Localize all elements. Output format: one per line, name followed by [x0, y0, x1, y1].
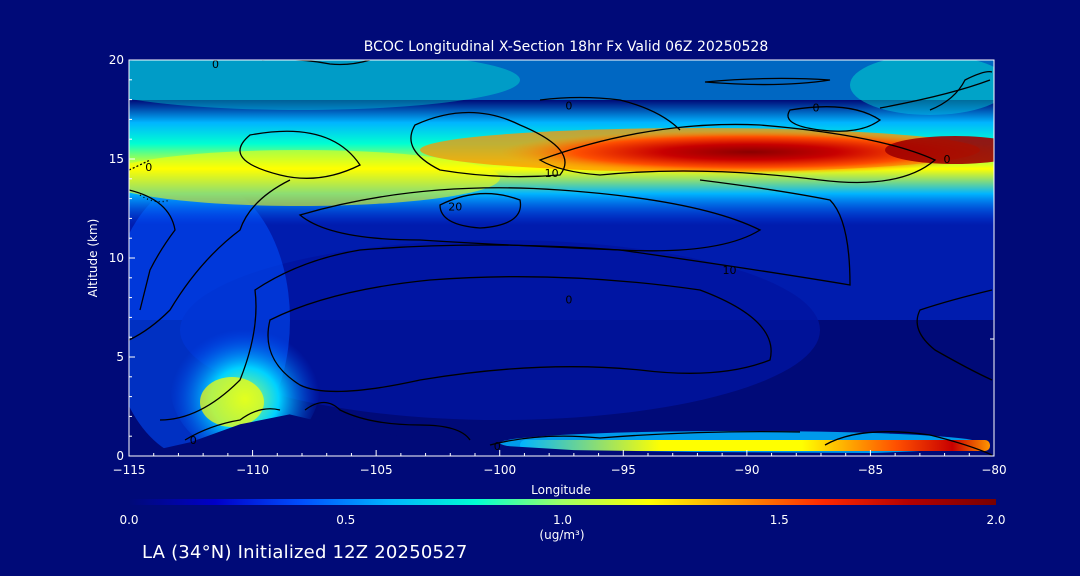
- contour-label-0: 0: [212, 58, 219, 71]
- contour-0-ne: [929, 71, 993, 111]
- upper-layer-core-east: [885, 136, 994, 164]
- contour-0-west-edge: [129, 159, 151, 171]
- x-tick-label-6: −85: [858, 463, 883, 477]
- colorbar-tick-label-0: 0.0: [119, 513, 138, 527]
- y-tick-label-3: 15: [109, 152, 124, 166]
- contour-dotted-west: [139, 194, 171, 203]
- contour-0-lower: [184, 401, 993, 456]
- contour-0-inner: [267, 276, 772, 393]
- contour-east-high: [879, 79, 991, 109]
- colorbar-unit-label: (ug/m³): [539, 528, 584, 542]
- contour-0-east: [916, 289, 993, 381]
- top-layer-cyan: [129, 60, 994, 100]
- contour-lines: [129, 60, 993, 456]
- contour-label-group: 0 0 0 0 10 0 20 10 0 0 0: [145, 58, 951, 453]
- colorbar-tick-label-4: 2.0: [986, 513, 1005, 527]
- colorbar: [129, 499, 996, 505]
- contour-label-3: 0: [145, 161, 152, 174]
- contour-label-9: 0: [190, 434, 197, 447]
- contour-0-upper-right: [539, 96, 681, 131]
- x-tick-label-7: −80: [981, 463, 1006, 477]
- contour-east-upper: [787, 106, 882, 132]
- contour-label-4: 10: [545, 167, 559, 180]
- contour-label-8: 0: [565, 294, 572, 307]
- colorbar-tick-label-1: 0.5: [336, 513, 355, 527]
- upper-layer-core: [500, 130, 994, 174]
- contour-0-main: [129, 179, 851, 421]
- contour-label-10: 0: [494, 440, 501, 453]
- x-axis-ticks: −115 −110 −105 −100 −95 −90 −85 −80: [113, 450, 1007, 477]
- contour-0-top: [262, 60, 371, 66]
- x-tick-label-4: −95: [611, 463, 636, 477]
- contour-upper-west: [239, 130, 361, 179]
- colorbar-ticks: 0.0 0.5 1.0 1.5 2.0: [119, 513, 1005, 527]
- x-axis-label: Longitude: [531, 483, 591, 497]
- contour-label-5: 0: [944, 153, 951, 166]
- x-tick-label-1: −110: [236, 463, 269, 477]
- contour-upper-loop: [410, 111, 566, 178]
- contour-10: [298, 187, 762, 252]
- surface-layer: [520, 440, 990, 451]
- contour-label-2: 0: [813, 102, 820, 115]
- x-tick-label-0: −115: [113, 463, 146, 477]
- y-axis-ticks: 0 5 10 15 20: [109, 53, 135, 463]
- y-tick-label-2: 10: [109, 251, 124, 265]
- contour-label-1: 0: [565, 100, 572, 113]
- contour-label-7: 10: [723, 264, 737, 277]
- western-plume-yellow: [200, 377, 264, 427]
- plot-area: 0 0 0 0 10 0 20 10 0 0 0: [129, 58, 994, 456]
- contour-0-left-edge: [129, 179, 291, 341]
- y-tick-label-1: 5: [116, 350, 124, 364]
- x-tick-label-3: −100: [483, 463, 516, 477]
- colorbar-tick-label-3: 1.5: [770, 513, 789, 527]
- contour-20: [439, 192, 522, 229]
- y-tick-label-4: 20: [109, 53, 124, 67]
- top-layer-cyan-west: [129, 60, 520, 110]
- contour-label-6: 20: [448, 201, 462, 214]
- y-axis-label: Altitude (km): [86, 219, 100, 298]
- x-tick-label-2: −105: [360, 463, 393, 477]
- x-tick-label-5: −90: [734, 463, 759, 477]
- chart-title: BCOC Longitudinal X-Section 18hr Fx Vali…: [364, 39, 768, 55]
- contour-main-upper: [538, 123, 937, 184]
- initialization-caption: LA (34°N) Initialized 12Z 20250527: [142, 542, 468, 563]
- colorbar-tick-label-2: 1.0: [553, 513, 572, 527]
- y-tick-label-0: 0: [116, 449, 124, 463]
- contour-top-small: [704, 77, 831, 86]
- terrain: [129, 414, 994, 456]
